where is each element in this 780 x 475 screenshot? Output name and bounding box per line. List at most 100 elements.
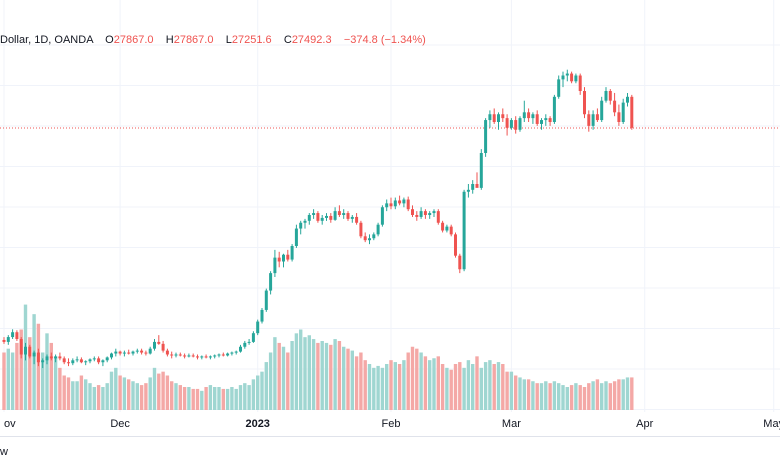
volume-bar [354,356,359,410]
volume-layer [2,304,634,410]
candle-body [423,211,427,215]
volume-bar [466,360,471,410]
volume-bar [187,387,191,410]
candle-body [458,255,462,270]
volume-bar [625,377,630,410]
volume-bar [419,352,423,410]
symbol-info: Dollar, 1D, OANDA [0,34,93,46]
candle-body [380,207,384,225]
candle-body [307,215,311,221]
volume-bar [397,364,402,410]
candle-body [58,356,62,359]
volume-bar [350,350,354,410]
volume-bar [479,367,483,410]
volume-bar [2,352,6,410]
candle-body [346,213,350,219]
candle-body [406,199,410,210]
volume-bar [574,383,578,410]
candle-body [316,213,320,221]
volume-bar [75,381,79,410]
candle-body [264,290,268,310]
volume-bar [36,323,41,410]
x-tick-label: ov [4,418,16,430]
volume-bar [380,367,385,410]
volume-bar [621,379,625,410]
volume-bar [225,388,230,410]
volume-bar [62,375,66,410]
candle-body [196,356,199,358]
candle-body [165,350,169,355]
volume-bar [217,387,221,410]
candle-body [234,351,238,353]
volume-bar [131,381,135,410]
candle-body [62,358,66,363]
candle-body [505,118,509,128]
candle-body [88,359,92,362]
bottom-toolbar-label[interactable]: w [0,446,8,458]
volume-bar [522,379,526,410]
volume-bar [509,371,514,410]
candle-body [32,352,36,357]
candle-body [118,351,122,354]
volume-bar [535,383,539,410]
open-label: O [105,34,114,46]
candle-body [428,213,432,215]
candle-body [122,352,126,354]
candle-body [41,360,45,363]
candle-body [45,356,49,361]
candle-body [514,120,518,130]
volume-bar [544,381,548,410]
candle-body [565,73,569,76]
candle-body [2,339,6,342]
volume-bar [148,377,152,410]
volume-bar [557,383,561,410]
x-tick-label: May [763,418,780,430]
volume-bar [256,375,260,410]
volume-bar [294,333,299,410]
volume-bar [604,381,608,410]
candle-body [153,341,156,349]
candle-body [393,200,397,207]
volume-bar [247,385,251,410]
candle-body [527,112,531,119]
candle-body [329,215,333,220]
volume-bar [496,362,501,410]
candle-body [256,321,260,334]
volume-bar [617,379,621,410]
candle-body [49,356,53,359]
volume-bar [105,383,109,410]
volume-bar [630,377,634,410]
candle-body [509,120,513,128]
volume-bar [144,383,148,410]
candle-body [479,153,483,188]
volume-bar [402,360,406,410]
candle-body [131,351,135,354]
volume-bar [337,341,342,410]
volume-bar [453,364,458,410]
volume-bar [410,346,415,410]
candle-body [359,222,363,237]
candle-body [178,354,182,356]
volume-bar [157,373,161,410]
volume-bar [320,341,324,410]
volume-bar [333,339,337,410]
candle-body [92,358,96,360]
volume-bar [268,352,273,410]
candle-body [522,112,526,119]
volume-bar [307,335,311,410]
volume-bar [548,383,552,410]
volume-bar [488,360,492,410]
candle-body [247,341,251,343]
volume-bar [66,377,71,410]
candle-body [462,191,466,270]
candle-body [36,352,40,363]
candle-body [604,91,608,101]
volume-bar [449,369,453,410]
candle-body [333,211,337,220]
candle-body [501,114,505,119]
volume-bar [608,383,612,410]
candle-body [621,102,625,122]
volume-bar [432,358,436,410]
